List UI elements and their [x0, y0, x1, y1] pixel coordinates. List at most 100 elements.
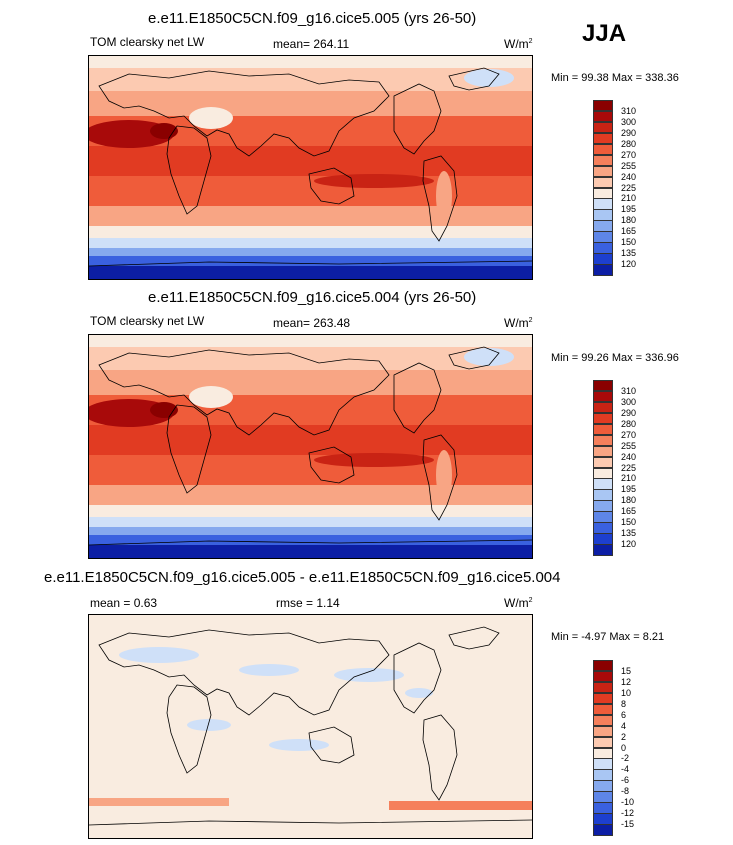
colorbar-swatch: [593, 242, 613, 254]
colorbar-tick-label: 290: [621, 407, 637, 418]
colorbar-swatch: [593, 445, 613, 458]
colorbar-tick-label: -12: [621, 808, 635, 819]
colorbar-swatch: [593, 423, 613, 436]
colorbar-swatch: [593, 231, 613, 243]
colorbar-tick-label: 240: [621, 171, 637, 182]
panel-2-map: [88, 334, 533, 559]
colorbar-tick-label: 150: [621, 517, 637, 528]
colorbar-swatch: [593, 220, 613, 232]
colorbar-swatch: [593, 209, 613, 221]
colorbar-swatch: [593, 703, 613, 716]
colorbar-swatch: [593, 456, 613, 468]
colorbar-tick-label: 165: [621, 226, 637, 237]
colorbar-swatch: [593, 100, 613, 112]
colorbar-tick-label: 195: [621, 484, 637, 495]
panel-1-variable-label: TOM clearsky net LW: [90, 35, 205, 49]
colorbar-tick-label: 120: [621, 539, 637, 550]
panel-1-colorbar: 310 300 290 280 270 255 240 225 210 195 180 165 150 1…: [593, 100, 636, 276]
panel-3-title: e.e11.E1850C5CN.f09_g16.cice5.005 - e.e1…: [44, 569, 561, 586]
colorbar-tick-label: -10: [621, 797, 635, 808]
colorbar-swatch: [593, 747, 613, 759]
colorbar-swatch: [593, 253, 613, 265]
colorbar-swatch: [593, 544, 613, 556]
colorbar-swatch: [593, 165, 613, 178]
panel-3-mean-label: mean = 0.63: [90, 596, 158, 610]
colorbar-tick-label: 165: [621, 506, 637, 517]
colorbar-swatch: [593, 769, 613, 781]
panel-2-title: e.e11.E1850C5CN.f09_g16.cice5.004 (yrs 2…: [148, 289, 477, 306]
colorbar-swatch: [593, 500, 613, 512]
panel-3-min-max: Min = -4.97 Max = 8.21: [551, 631, 665, 643]
colorbar-tick-label: 8: [621, 698, 627, 709]
colorbar-swatch: [593, 412, 613, 425]
colorbar-tick-label: 150: [621, 237, 637, 248]
colorbar-tick-label: -6: [621, 775, 630, 786]
colorbar-tick-label: 280: [621, 138, 637, 149]
colorbar-tick-label: 225: [621, 182, 637, 193]
panel-1-min-max: Min = 99.38 Max = 338.36: [551, 72, 679, 84]
colorbar-tick-label: 10: [621, 687, 632, 698]
colorbar-tick-label: 240: [621, 451, 637, 462]
colorbar-swatch: [593, 143, 613, 156]
colorbar-tick-label: 225: [621, 462, 637, 473]
colorbar-tick-label: 12: [621, 676, 632, 687]
colorbar-swatch: [593, 681, 613, 694]
colorbar-swatch: [593, 714, 613, 727]
colorbar-tick-label: 4: [621, 720, 627, 731]
colorbar-tick-label: 180: [621, 215, 637, 226]
panel-3-map: [88, 614, 533, 839]
colorbar-swatch: [593, 533, 613, 545]
colorbar-swatch: [593, 791, 613, 803]
colorbar-tick-label: 310: [621, 105, 637, 116]
colorbar-swatch: [593, 758, 613, 770]
colorbar-swatch: [593, 489, 613, 501]
panel-1-title: e.e11.E1850C5CN.f09_g16.cice5.005 (yrs 2…: [148, 10, 477, 27]
colorbar-swatch: [593, 725, 613, 738]
colorbar-tick-label: 310: [621, 385, 637, 396]
colorbar-tick-label: 255: [621, 440, 637, 451]
colorbar-swatch: [593, 824, 613, 836]
colorbar-swatch: [593, 132, 613, 145]
colorbar-swatch: [593, 813, 613, 825]
colorbar-swatch: [593, 692, 613, 705]
colorbar-tick-label: 270: [621, 429, 637, 440]
colorbar-swatch: [593, 467, 613, 479]
colorbar-tick-label: 210: [621, 473, 637, 484]
panel-2-mean-label: mean= 263.48: [273, 316, 351, 330]
panel-2-variable-label: TOM clearsky net LW: [90, 314, 205, 328]
panel-3-rmse-label: rmse = 1.14: [276, 596, 340, 610]
colorbar-tick-label: 2: [621, 731, 627, 742]
colorbar-tick-label: 270: [621, 149, 637, 160]
colorbar-tick-label: 195: [621, 204, 637, 215]
colorbar-tick-label: 6: [621, 709, 627, 720]
colorbar-swatch: [593, 154, 613, 167]
colorbar-swatch: [593, 380, 613, 392]
colorbar-swatch: [593, 110, 613, 123]
colorbar-tick-label: -15: [621, 819, 635, 830]
colorbar-tick-label: -8: [621, 786, 630, 797]
colorbar-tick-label: -4: [621, 764, 630, 775]
colorbar-swatch: [593, 390, 613, 403]
panel-2-min-max: Min = 99.26 Max = 336.96: [551, 352, 679, 364]
colorbar-tick-label: 180: [621, 495, 637, 506]
panel-2-units: W/m2: [504, 316, 533, 330]
colorbar-tick-label: 120: [621, 259, 637, 270]
colorbar-swatch: [593, 511, 613, 523]
colorbar-tick-label: 300: [621, 116, 637, 127]
colorbar-swatch: [593, 736, 613, 748]
colorbar-swatch: [593, 780, 613, 792]
colorbar-swatch: [593, 660, 613, 672]
colorbar-tick-label: 135: [621, 528, 637, 539]
colorbar-swatch: [593, 187, 613, 199]
colorbar-swatch: [593, 434, 613, 447]
colorbar-tick-label: 0: [621, 742, 627, 753]
colorbar-swatch: [593, 121, 613, 134]
colorbar-tick-label: 255: [621, 160, 637, 171]
panel-3-units: W/m2: [504, 596, 533, 610]
panel-3-colorbar: 15 12 10 8 6 4 2 0 -2 -4 -6 -8 -10 -12 -15: [593, 660, 634, 836]
colorbar-swatch: [593, 478, 613, 490]
colorbar-tick-label: 300: [621, 396, 637, 407]
panel-2-colorbar: 310 300 290 280 270 255 240 225 210 195 180 165 150 1…: [593, 380, 636, 556]
colorbar-swatch: [593, 264, 613, 276]
panel-1-units: W/m2: [504, 37, 533, 51]
